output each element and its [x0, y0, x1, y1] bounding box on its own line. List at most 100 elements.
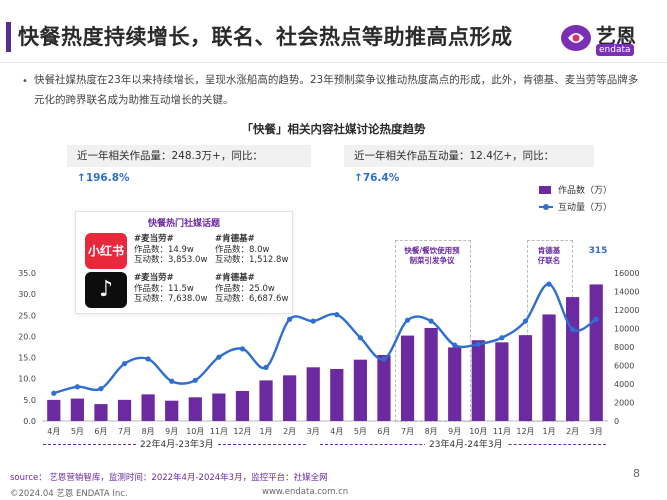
bar-works	[377, 355, 391, 421]
endata-logo: 艺恩 endata	[558, 18, 662, 58]
x-tick-label: 6月	[94, 427, 107, 436]
y-left-tick-label: 35.0	[18, 269, 36, 278]
xhs-kfc-inter: 互动数：1,512.8w	[215, 255, 289, 265]
line-group	[51, 281, 599, 396]
y-right-tick-label: 2000	[614, 399, 634, 408]
bar-works	[424, 327, 438, 421]
x-tick-label: 11月	[493, 427, 511, 436]
bar-works	[117, 399, 132, 421]
y-left-tick-label: 0.0	[23, 417, 36, 426]
y-right-tick-label: 12000	[614, 306, 639, 315]
bar-works	[188, 397, 202, 421]
dy-kfc-tag: #肯德基#	[215, 273, 255, 283]
x-tick-label: 1月	[542, 427, 555, 436]
interactions-point	[98, 386, 104, 392]
period-label-1: 22年4月-23年3月	[136, 437, 218, 450]
source-note: source： 艺恩营销智库，监测时间：2022年4月-2024年3月，监控平台…	[10, 473, 328, 483]
bar-works	[259, 380, 273, 421]
x-tick-label: 9月	[165, 427, 178, 436]
x-tick-label: 5月	[71, 427, 84, 436]
legend-bar-swatch	[539, 185, 551, 194]
chart-title: 「快餐」相关内容社媒讨论热度趋势	[241, 122, 426, 136]
interactions-point	[334, 312, 340, 318]
hot-topics-title: 快餐热门社媒话题	[147, 219, 220, 229]
interactions-point	[546, 281, 552, 287]
bar-works	[141, 394, 155, 421]
bar-works	[94, 404, 108, 421]
x-tick-label: 5月	[354, 427, 367, 436]
x-tick-label: 6月	[377, 427, 390, 436]
x-tick-label: 7月	[401, 427, 414, 436]
x-tick-label: 10月	[469, 427, 487, 436]
intro-paragraph: 快餐社媒热度在23年以来持续增长，呈现水涨船高的趋势。23年预制菜争议推动热度高…	[34, 74, 639, 106]
x-tick-label: 10月	[186, 427, 204, 436]
x-tick-label: 1月	[259, 427, 272, 436]
works-stat-pct: 196.8%	[85, 172, 130, 184]
interactions-point	[239, 346, 246, 352]
dy-mcd-works: 作品数：11.5w	[134, 283, 194, 294]
xhs-mcd-stats: #麦当劳# 作品数：14.9w 互动数：3,853.0w	[134, 234, 207, 266]
x-tick-label: 8月	[425, 427, 438, 436]
bar-works	[353, 359, 367, 421]
bar-works	[448, 347, 462, 421]
interactions-point	[522, 318, 529, 324]
interactions-point	[428, 318, 434, 324]
interactions-point	[570, 326, 576, 333]
x-tick-label: 8月	[142, 427, 155, 436]
bar-works	[518, 335, 533, 421]
website-link[interactable]: www.endata.com.cn	[262, 487, 349, 497]
dy-kfc-inter: 互动数：6,687.6w	[215, 294, 289, 304]
interactions-stat-pct: 76.4%	[362, 172, 400, 184]
interactions-point	[475, 341, 481, 347]
interactions-point	[287, 316, 293, 322]
interactions-point	[381, 356, 387, 362]
xhs-kfc-tag: #肯德基#	[215, 234, 255, 244]
x-tick-label: 4月	[330, 427, 343, 436]
xiaohongshu-logo-icon: 小红书	[85, 233, 127, 269]
x-tick-label: 3月	[590, 427, 603, 436]
y-right-tick-label: 8000	[614, 343, 634, 352]
page-title: 快餐热度持续增长，联名、社会热点等助推高点形成	[18, 25, 513, 49]
bar-works	[212, 393, 226, 421]
legend-item-works: 作品数（万）	[539, 181, 612, 198]
bar-works	[330, 368, 344, 421]
bar-works	[165, 400, 179, 421]
interactions-point	[51, 390, 57, 396]
y-left-tick-label: 10.0	[18, 375, 36, 384]
interactions-point	[169, 378, 175, 384]
interactions-point	[404, 317, 411, 323]
bar-works	[306, 367, 320, 421]
bar-works	[400, 335, 415, 421]
prepared-food-annotation: 快餐/餐饮使用预 制菜引发争议	[404, 246, 460, 265]
dy-kfc-works: 作品数：25.0w	[215, 283, 275, 294]
interactions-stat-box: 近一年相关作品互动量：12.4亿+，同比： ↑76.4%	[344, 145, 594, 184]
y-left-tick-label: 20.0	[18, 332, 36, 341]
header-divider	[0, 62, 667, 63]
x-tick-label: 2月	[566, 427, 579, 436]
xhs-mcd-tag: #麦当劳#	[134, 234, 174, 244]
y-right-tick-label: 4000	[614, 380, 634, 389]
interactions-point	[192, 377, 198, 383]
douyin-logo-icon: ♪	[85, 272, 127, 308]
tick-labels-group: 0.0 5.0 10.0 15.0 20.0 25.0 30.0 35.0 0 2000 4000 6…	[18, 269, 639, 436]
x-tick-label: 2月	[283, 427, 296, 436]
logo-en-text: endata	[596, 44, 634, 56]
bar-works	[542, 314, 556, 421]
x-tick-label: 4月	[47, 427, 60, 436]
interactions-point	[263, 364, 269, 370]
dy-mcd-tag: #麦当劳#	[134, 273, 174, 283]
bar-works	[589, 284, 603, 421]
dy-mcd-inter: 互动数：7,638.0w	[134, 294, 208, 304]
y-right-tick-label: 10000	[614, 325, 639, 334]
page-number: 8	[633, 467, 640, 480]
xhs-mcd-inter: 互动数：3,853.0w	[134, 255, 208, 265]
bullet-icon: •	[22, 76, 28, 87]
interactions-point	[452, 342, 458, 348]
legend-item-interactions: 互动量（万）	[539, 198, 612, 215]
y-right-tick-label: 16000	[614, 269, 639, 278]
hot-topics-card: 快餐热门社媒话题 小红书 #麦当劳# 作品数：14.9w 互动数：3,853.0…	[75, 211, 293, 314]
interactions-point	[121, 361, 128, 367]
bar-works	[471, 340, 485, 421]
y-left-tick-label: 5.0	[23, 396, 36, 405]
